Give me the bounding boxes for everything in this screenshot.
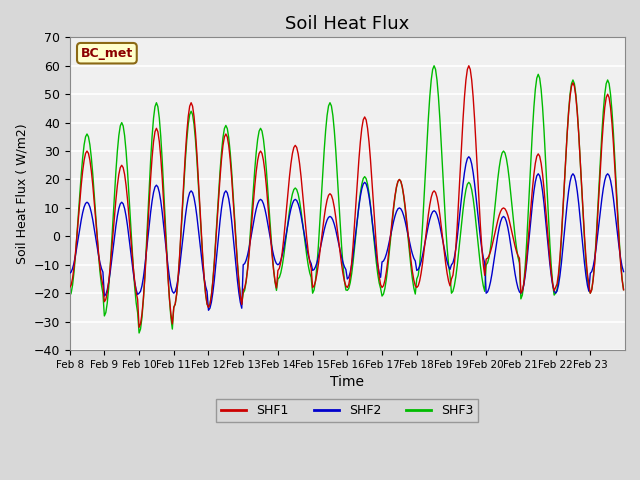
Title: Soil Heat Flux: Soil Heat Flux [285,15,410,33]
Y-axis label: Soil Heat Flux ( W/m2): Soil Heat Flux ( W/m2) [15,123,28,264]
Legend: SHF1, SHF2, SHF3: SHF1, SHF2, SHF3 [216,399,478,422]
X-axis label: Time: Time [330,375,364,389]
Text: BC_met: BC_met [81,47,133,60]
